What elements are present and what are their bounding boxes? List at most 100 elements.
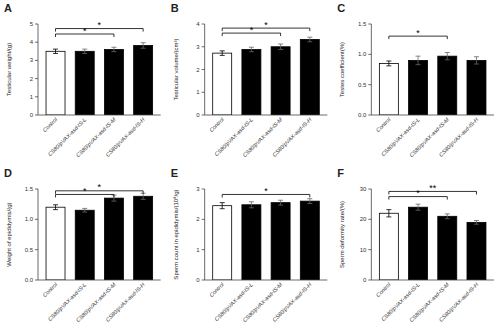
error-bar: [278, 200, 283, 205]
panel: BTesticular volume/(cm³)01234ControlCS80…: [171, 2, 328, 158]
panel-label: E: [171, 167, 178, 179]
y-axis: [371, 189, 372, 280]
y-axis-label: Sperm count in epididymis/(10⁸/g): [173, 189, 179, 279]
x-tick-label: CS80/pVAX-asd-IS-H: [104, 281, 145, 322]
y-tick-label: 4: [30, 39, 34, 45]
y-tick-label: 1.0: [358, 51, 367, 57]
y-axis: [38, 189, 39, 280]
x-tick-label: Control: [41, 116, 58, 133]
bar: [46, 51, 65, 115]
bar: [242, 49, 261, 115]
error-bar: [53, 205, 58, 210]
significance-label: *: [83, 26, 87, 36]
error-bar: [82, 49, 87, 53]
y-tick-label: 20: [360, 216, 367, 222]
y-tick: [202, 69, 205, 70]
y-axis-label: Testicular weight/(g): [6, 43, 12, 96]
y-tick-label: 2: [30, 76, 34, 82]
error-bar: [386, 210, 391, 217]
bar: [467, 222, 486, 280]
y-tick: [35, 24, 38, 25]
significance-label: *: [98, 20, 102, 30]
significance-label: *: [264, 186, 268, 196]
error-bar: [82, 208, 87, 212]
y-tick-label: 1.5: [358, 21, 367, 27]
y-tick-label: 0: [363, 277, 367, 283]
bar: [134, 45, 153, 115]
y-tick-label: 0: [30, 112, 34, 118]
marks: [379, 204, 486, 280]
panel: CTestes coefficient(%)0.00.51.01.5Contro…: [337, 2, 494, 158]
error-bar: [249, 47, 254, 52]
y-tick-label: 5: [30, 21, 34, 27]
y-tick-label: 30: [360, 186, 367, 192]
y-tick-label: 4: [196, 21, 200, 27]
y-tick: [368, 219, 371, 220]
y-tick: [202, 189, 205, 190]
significance-label: *: [416, 28, 420, 38]
bar: [379, 63, 398, 115]
bar: [409, 207, 428, 280]
y-tick: [202, 280, 205, 281]
error-bar: [416, 204, 421, 210]
y-tick-label: 1: [30, 94, 34, 100]
y-tick: [202, 24, 205, 25]
marks: [46, 43, 153, 115]
y-tick: [35, 42, 38, 43]
x-axis: [205, 115, 328, 116]
x-tick-label: Control: [375, 116, 392, 133]
y-axis-label: Sperm deformity rate/(%): [339, 201, 345, 268]
y-tick-label: 0.5: [25, 247, 34, 253]
y-tick: [368, 54, 371, 55]
y-tick: [35, 96, 38, 97]
y-tick: [202, 219, 205, 220]
bar: [379, 213, 398, 280]
bar: [271, 203, 290, 280]
x-axis: [371, 280, 494, 281]
x-axis: [205, 280, 328, 281]
error-bar: [111, 47, 116, 51]
error-bar: [445, 53, 450, 60]
x-tick-label: CS80/pVAX-asd-IS-H: [438, 281, 479, 322]
y-tick-label: 2: [196, 67, 200, 73]
bar: [300, 39, 319, 115]
y-axis-label: Weight of epididymis/(g): [6, 202, 12, 266]
x-axis: [38, 115, 161, 116]
y-tick: [35, 78, 38, 79]
x-axis: [38, 280, 161, 281]
significance-label: **: [429, 183, 437, 193]
bar: [104, 198, 123, 280]
bar: [271, 47, 290, 115]
error-bar: [416, 56, 421, 64]
panel: FSperm deformity rate/(%)0102030ControlC…: [337, 167, 494, 323]
y-tick: [368, 115, 371, 116]
marks: [213, 199, 320, 280]
error-bar: [307, 199, 312, 204]
bar: [213, 206, 232, 280]
marks: [46, 193, 153, 280]
x-axis: [371, 115, 494, 116]
figure: ATesticular weight/(g)012345ControlCS80/…: [0, 0, 500, 330]
bar: [438, 216, 457, 280]
y-tick-label: 3: [196, 186, 200, 192]
bar: [104, 49, 123, 115]
x-tick-label: CS80/pVAX-asd-IS-H: [104, 116, 145, 157]
error-bar: [141, 193, 146, 199]
y-tick-label: 0.5: [358, 82, 367, 88]
y-tick-label: 2: [196, 216, 200, 222]
y-tick-label: 3: [30, 57, 34, 63]
y-axis: [38, 24, 39, 115]
error-bar: [220, 203, 225, 209]
significance-label: *: [264, 20, 268, 30]
y-tick-label: 0.0: [358, 112, 367, 118]
marks: [213, 37, 320, 115]
y-tick: [202, 46, 205, 47]
y-tick: [368, 84, 371, 85]
bar: [467, 60, 486, 115]
error-bar: [474, 57, 479, 64]
y-tick-label: 0: [196, 277, 200, 283]
bar: [300, 201, 319, 280]
y-tick: [35, 219, 38, 220]
y-axis: [371, 24, 372, 115]
y-axis: [204, 189, 205, 280]
